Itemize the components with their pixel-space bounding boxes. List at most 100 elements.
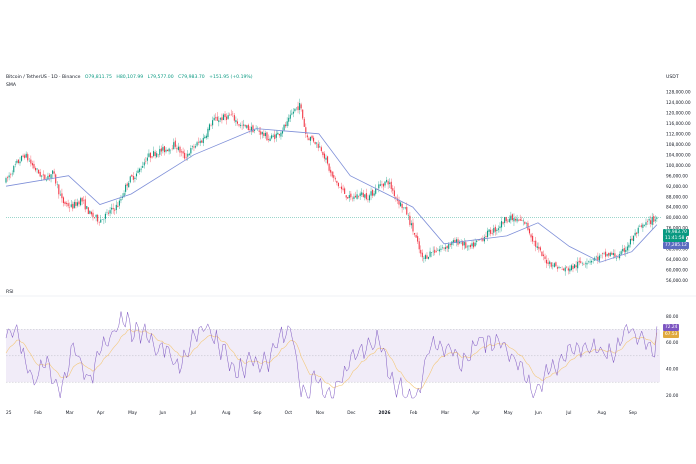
candle-body bbox=[623, 248, 625, 252]
sma-value-badge: 77,285.12 bbox=[663, 242, 689, 249]
candle-body bbox=[308, 138, 310, 141]
time-tick-label: Mar bbox=[66, 410, 74, 416]
candle-body bbox=[448, 244, 450, 249]
candle-body bbox=[592, 259, 594, 261]
candle-body bbox=[516, 218, 518, 222]
price-tick-label: 124,000.00 bbox=[666, 100, 691, 106]
candle-body bbox=[365, 193, 367, 200]
candle-body bbox=[250, 126, 252, 132]
candle-body bbox=[137, 170, 139, 173]
candle-body bbox=[212, 120, 214, 126]
candle-body bbox=[628, 244, 630, 248]
candle-body bbox=[487, 230, 489, 238]
rsi-tick-label: 60.00 bbox=[666, 340, 679, 346]
candle-body bbox=[66, 202, 68, 204]
candle-body bbox=[522, 220, 524, 222]
time-tick-label: May bbox=[128, 410, 137, 416]
candle-body bbox=[546, 259, 548, 264]
candle-body bbox=[154, 152, 156, 156]
candle-body bbox=[173, 142, 175, 150]
candle-body bbox=[277, 132, 279, 135]
rsi-label[interactable]: RSI bbox=[6, 290, 14, 295]
candle-body bbox=[372, 190, 374, 196]
candle-body bbox=[577, 261, 579, 269]
candle-body bbox=[597, 256, 599, 260]
candle-body bbox=[13, 165, 15, 173]
candle-body bbox=[224, 113, 226, 118]
candle-body bbox=[412, 222, 414, 232]
candle-body bbox=[555, 262, 557, 267]
candle-body bbox=[156, 153, 158, 158]
candle-body bbox=[292, 111, 294, 114]
rsi-tick-label: 80.00 bbox=[666, 314, 679, 320]
candle-body bbox=[336, 180, 338, 183]
candle-body bbox=[491, 233, 493, 234]
candle-body bbox=[263, 133, 265, 136]
candle-body bbox=[479, 239, 481, 241]
candle-body bbox=[427, 256, 430, 259]
candle-body bbox=[514, 219, 517, 221]
candle-body bbox=[20, 155, 23, 161]
candle-body bbox=[434, 249, 436, 253]
candle-body bbox=[469, 245, 472, 248]
candle-body bbox=[165, 149, 167, 152]
candle-body bbox=[462, 241, 464, 246]
candle-body bbox=[204, 136, 206, 139]
candle-body bbox=[70, 204, 72, 207]
time-tick-label: Mar bbox=[441, 410, 449, 416]
candle-body bbox=[563, 268, 565, 271]
candle-body bbox=[129, 176, 131, 183]
candle-body bbox=[438, 249, 440, 252]
candle-body bbox=[580, 261, 582, 263]
candle-body bbox=[8, 175, 10, 178]
candle-body bbox=[440, 248, 442, 250]
candle-body bbox=[606, 254, 608, 256]
indicator-legend[interactable]: SMA bbox=[6, 83, 17, 88]
candle-body bbox=[348, 195, 350, 198]
candle-body bbox=[300, 104, 302, 109]
candle-body bbox=[72, 203, 74, 209]
ohlc-high: H80,107.99 bbox=[116, 75, 144, 80]
candle-body bbox=[401, 203, 403, 209]
candle-body bbox=[95, 214, 97, 217]
candle-body bbox=[194, 146, 197, 148]
candle-body bbox=[426, 255, 428, 259]
candle-body bbox=[382, 183, 385, 187]
candle-body bbox=[358, 195, 360, 197]
candle-body bbox=[151, 156, 153, 158]
candle-body bbox=[541, 251, 543, 257]
time-axis: 25 Feb Mar Apr May Jun Jul Aug Sep Oct Nov Dec 2026 F… bbox=[6, 410, 637, 416]
candle-body bbox=[93, 217, 96, 218]
candle-body bbox=[202, 137, 204, 144]
candle-body bbox=[328, 163, 330, 171]
candle-body bbox=[283, 124, 285, 131]
candle-body bbox=[39, 171, 41, 177]
candle-body bbox=[297, 106, 299, 111]
candle-body bbox=[417, 236, 419, 242]
candle-body bbox=[177, 146, 179, 150]
candle-body bbox=[497, 228, 499, 230]
candle-body bbox=[317, 143, 319, 148]
candle-body bbox=[424, 255, 426, 259]
candle-body bbox=[139, 168, 141, 172]
candle-body bbox=[620, 251, 622, 255]
candle-body bbox=[611, 252, 613, 255]
countdown-badge: 11:41:58 bbox=[663, 235, 687, 242]
candle-body bbox=[387, 181, 389, 185]
candle-body bbox=[87, 207, 89, 215]
candle-body bbox=[16, 160, 18, 163]
candle-body bbox=[404, 207, 406, 209]
candle-body bbox=[309, 137, 312, 141]
candle-body bbox=[325, 157, 327, 160]
candle-body bbox=[229, 114, 231, 116]
candle-body bbox=[364, 194, 366, 198]
candle-body bbox=[78, 201, 80, 205]
price-tick-label: 108,000.00 bbox=[666, 142, 691, 148]
candle-body bbox=[550, 262, 552, 267]
price-axis: 56,000.0060,000.0064,000.0068,000.0072,0… bbox=[0, 90, 696, 297]
candle-body bbox=[193, 146, 195, 148]
rsi-ma-value-badge: 67.53 bbox=[663, 331, 680, 338]
candle-body bbox=[373, 193, 375, 196]
candle-body bbox=[344, 188, 346, 194]
candle-body bbox=[201, 140, 203, 143]
